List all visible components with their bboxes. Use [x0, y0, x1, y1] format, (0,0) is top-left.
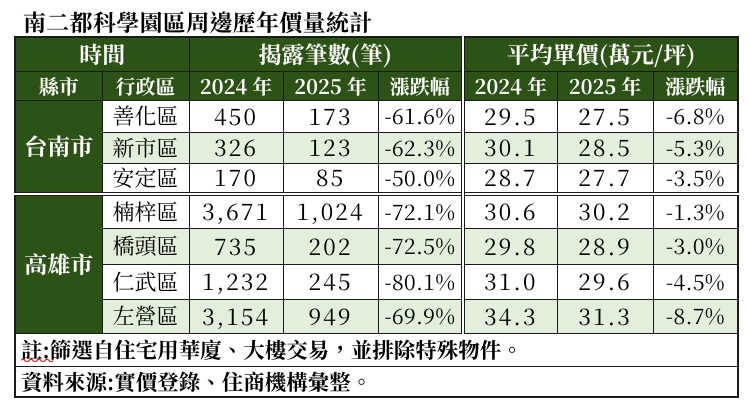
price-change-cell: -8.7%: [652, 298, 739, 334]
count-change-cell: -62.3%: [377, 131, 464, 164]
footnote-source-text: 資料來源:實價登錄、住商機構彙整。: [21, 366, 373, 397]
district-cell: 新市區: [101, 131, 190, 164]
count-2025-cell: 123: [282, 131, 379, 164]
count-2024-cell: 1,232: [188, 263, 284, 300]
count-change-cell: -72.5%: [377, 227, 464, 265]
footnote-filter: 註: 篩選自住宅用華廈、大樓交易，並排除特殊物件。: [14, 332, 739, 367]
price-2024-cell: 34.3: [461, 298, 558, 334]
group-header-disclosed-count: 揭露筆數(筆): [188, 36, 464, 72]
table-row: 台南市 善化區 450 173 -61.6% 29.5 27.5 -6.8%: [14, 99, 739, 195]
price-2024-cell: 30.1: [461, 131, 558, 164]
price-2025-cell: 27.5: [556, 99, 654, 133]
count-change-cell: -80.1%: [377, 263, 464, 300]
price-2025-cell: 27.7: [556, 162, 654, 195]
price-change-cell: -6.8%: [652, 99, 739, 133]
column-header-row: 縣市 行政區 2024 年 2025 年 漲跌幅 2024 年 2025 年 漲…: [14, 70, 739, 101]
count-change-cell: -61.6%: [377, 99, 464, 133]
count-2024-cell: 735: [188, 227, 284, 265]
count-2025-cell: 1,024: [282, 192, 379, 229]
footnote-row-filter: 註: 篩選自住宅用華廈、大樓交易，並排除特殊物件。: [14, 332, 739, 367]
footnote-text: 篩選自住宅用華廈、大樓交易，並排除特殊物件。: [49, 333, 523, 365]
price-change-cell: -1.3%: [652, 192, 739, 229]
group-header-average-unit-price: 平均單價(萬元/坪): [461, 36, 739, 72]
price-2024-cell: 31.0: [461, 263, 558, 300]
table-row: 安定區 170 85 -50.0% 28.7 27.7 -3.5%: [15, 162, 739, 195]
price-2024-cell: 30.6: [461, 192, 558, 229]
price-2025-cell: 30.2: [556, 192, 654, 229]
table-row: 仁武區 1,232 245 -80.1% 31.0 29.6 -4.5%: [15, 263, 739, 300]
district-cell: 安定區: [101, 162, 190, 195]
price-change-cell: -4.5%: [652, 263, 739, 300]
column-header-count-change: 漲跌幅: [377, 70, 464, 101]
count-2025-cell: 245: [282, 263, 379, 300]
city-cell: 台南市: [14, 99, 103, 195]
count-2024-cell: 170: [188, 162, 284, 195]
district-cell: 橋頭區: [101, 227, 190, 265]
page-title: 南二都科學園區周邊歷年價量統計: [23, 5, 373, 38]
price-change-cell: -5.3%: [652, 131, 739, 164]
count-2025-cell: 202: [282, 227, 379, 265]
footnote-source: 資料來源:實價登錄、住商機構彙整。: [14, 365, 739, 398]
table-row: 左營區 3,154 949 -69.9% 34.3 31.3 -8.7%: [15, 298, 739, 334]
column-header-district: 行政區: [101, 70, 190, 101]
district-cell: 左營區: [101, 298, 190, 334]
column-header-price-2025: 2025 年: [556, 70, 654, 101]
count-2025-cell: 85: [282, 162, 379, 195]
city-cell: 高雄市: [14, 192, 103, 334]
table-row: 高雄市 楠梓區 3,671 1,024 -72.1% 30.6 30.2 -1.3%: [14, 192, 739, 334]
count-2024-cell: 326: [188, 131, 284, 164]
price-2025-cell: 28.5: [556, 131, 654, 164]
count-change-cell: -69.9%: [377, 298, 464, 334]
price-2025-cell: 31.3: [556, 298, 654, 334]
count-change-cell: -72.1%: [377, 192, 464, 229]
table-row: 橋頭區 735 202 -72.5% 29.8 28.9 -3.0%: [15, 227, 739, 265]
price-2025-cell: 29.6: [556, 263, 654, 300]
price-2024-cell: 28.7: [461, 162, 558, 195]
count-change-cell: -50.0%: [377, 162, 464, 195]
column-header-price-2024: 2024 年: [461, 70, 558, 101]
count-2024-cell: 3,154: [188, 298, 284, 334]
group-header-row: 時間 揭露筆數(筆) 平均單價(萬元/坪): [14, 36, 739, 72]
district-cell: 楠梓區: [101, 192, 190, 229]
spellcheck-squiggle-icon: [21, 358, 54, 363]
price-2024-cell: 29.8: [461, 227, 558, 265]
count-2024-cell: 3,671: [188, 192, 284, 229]
column-header-count-2024: 2024 年: [188, 70, 284, 101]
footnote-row-source: 資料來源:實價登錄、住商機構彙整。: [14, 365, 739, 398]
price-change-cell: -3.5%: [652, 162, 739, 195]
price-2024-cell: 29.5: [461, 99, 558, 133]
price-change-cell: -3.0%: [652, 227, 739, 265]
count-2025-cell: 173: [282, 99, 379, 133]
column-header-county-city: 縣市: [14, 70, 103, 101]
group-header-time: 時間: [14, 36, 190, 72]
district-cell: 善化區: [101, 99, 190, 133]
column-header-price-change: 漲跌幅: [652, 70, 739, 101]
district-cell: 仁武區: [101, 263, 190, 300]
footnote-prefix: 註:: [21, 333, 50, 365]
price-2025-cell: 28.9: [556, 227, 654, 265]
column-header-count-2025: 2025 年: [282, 70, 379, 101]
table-row: 新市區 326 123 -62.3% 30.1 28.5 -5.3%: [15, 131, 739, 164]
stats-table: 時間 揭露筆數(筆) 平均單價(萬元/坪) 縣市 行政區 2024 年 2025…: [14, 36, 740, 398]
count-2025-cell: 949: [282, 298, 379, 334]
count-2024-cell: 450: [188, 99, 284, 133]
